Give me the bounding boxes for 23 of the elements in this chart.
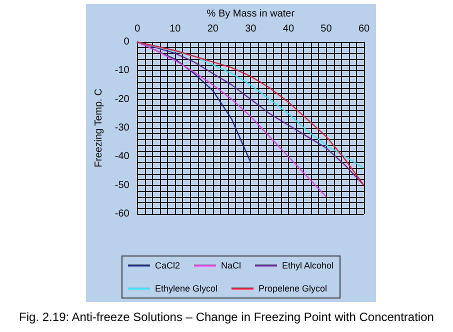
legend-label: Ethyl Alcohol [282, 260, 334, 270]
y-tick-label: -10 [114, 65, 130, 76]
y-tick-label: 0 [124, 36, 130, 48]
x-tick-label: 10 [170, 23, 182, 34]
x-axis-title: % By Mass in water [206, 8, 296, 20]
x-tick-label: 50 [320, 23, 332, 34]
y-axis-title: Freezing Temp. C [94, 88, 104, 168]
line-series [136, 41, 327, 198]
legend-label: Ethylene Glycol [154, 284, 218, 294]
caption: Fig. 2.19: Anti-freeze Solutions – Change in Freezing Point with Concentration [18, 310, 435, 324]
x-tick-label: 40 [282, 23, 294, 34]
y-tick-label: -50 [114, 180, 130, 191]
legend-label: NaCl [220, 260, 242, 270]
legend-label: CaCl2 [154, 260, 180, 270]
y-tick-label: -20 [114, 94, 130, 105]
x-tick-label: 60 [358, 23, 370, 34]
y-tick-label: -30 [114, 122, 130, 134]
x-tick-label: 0 [134, 23, 141, 34]
y-tick-label: -60 [114, 208, 130, 220]
x-tick-label: 30 [245, 23, 257, 34]
legend-label: Propelene Glycol [258, 284, 328, 294]
x-tick-label: 20 [207, 23, 219, 34]
y-tick-label: -40 [114, 151, 130, 162]
